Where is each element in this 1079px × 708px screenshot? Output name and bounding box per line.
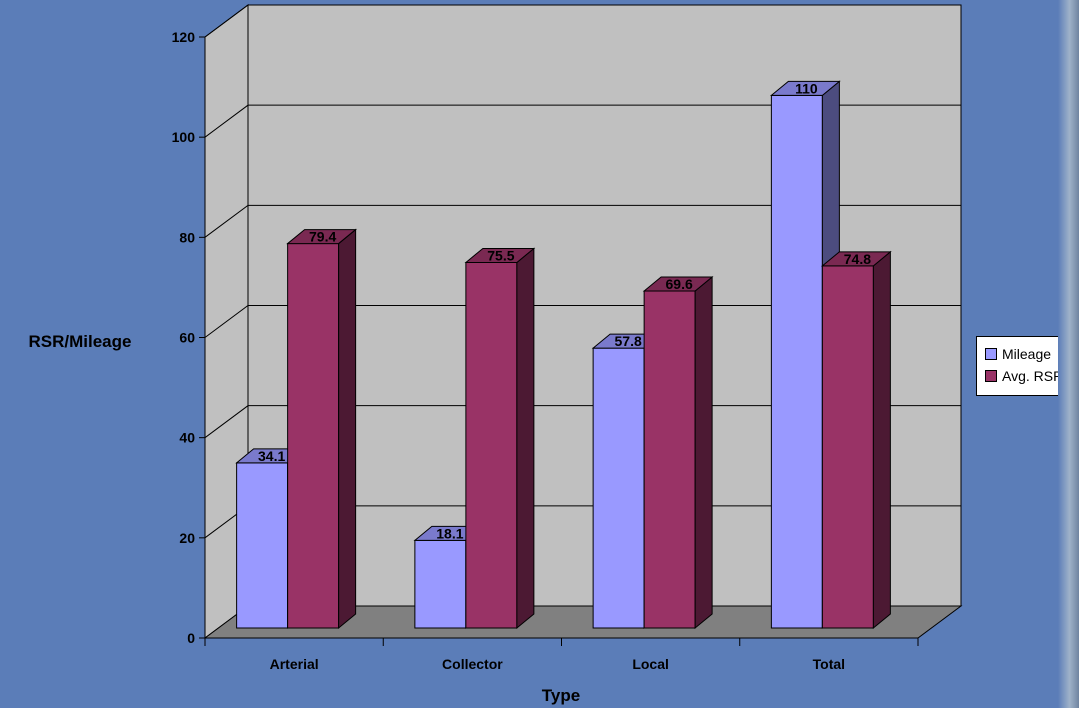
gridline xyxy=(204,4,961,38)
bar-top xyxy=(286,229,358,245)
bars xyxy=(235,80,892,630)
gridline xyxy=(204,204,961,238)
bar-top xyxy=(820,251,892,267)
data-label-mileage-collector: 18.1 xyxy=(436,525,463,541)
legend-item-mileage: Mileage xyxy=(985,343,1071,365)
bar-front xyxy=(236,462,289,629)
data-label-mileage-local: 57.8 xyxy=(615,333,642,349)
bar-avg-rsr-total xyxy=(820,250,892,630)
bar-top xyxy=(642,276,714,292)
bar-front xyxy=(592,347,645,629)
y-tick-label: 0 xyxy=(187,630,195,646)
y-tick-label: 100 xyxy=(172,129,196,145)
gridline xyxy=(204,305,961,338)
bar-side xyxy=(694,275,713,630)
legend-item-avg-rsr: Avg. RSR xyxy=(985,365,1071,387)
y-tick-label: 40 xyxy=(179,430,195,446)
x-axis-title: Type xyxy=(542,686,580,705)
y-axis-title: RSR/Mileage xyxy=(29,332,132,351)
legend-label-mileage: Mileage xyxy=(1002,346,1052,362)
data-labels: 34.1 79.4 18.1 75.5 57.8 69.6 110 74.8 xyxy=(258,80,871,541)
bar-front xyxy=(465,261,518,629)
bar-top xyxy=(769,80,841,96)
legend-label-avg-rsr: Avg. RSR xyxy=(1002,368,1064,384)
background-decoration xyxy=(1058,0,1079,708)
x-tick-label-total: Total xyxy=(813,656,845,672)
bar-front xyxy=(770,94,823,629)
bar-front xyxy=(643,290,696,629)
data-label-avg-rsr-arterial: 79.4 xyxy=(309,229,336,245)
axes: 0 20 40 60 80 100 120 Arterial Collector Local Tot… xyxy=(172,29,919,672)
y-tick-label: 20 xyxy=(179,530,195,546)
bar-avg-rsr-arterial xyxy=(286,228,358,630)
data-label-avg-rsr-local: 69.6 xyxy=(666,276,693,292)
data-label-avg-rsr-total: 74.8 xyxy=(844,251,871,267)
legend-swatch-avg-rsr xyxy=(985,370,997,382)
bar-avg-rsr-collector xyxy=(464,247,536,630)
bar-side xyxy=(516,247,535,630)
data-label-avg-rsr-collector: 75.5 xyxy=(487,247,514,263)
y-tick-label: 80 xyxy=(179,229,195,245)
bar-front xyxy=(414,539,467,629)
x-tick-label-arterial: Arterial xyxy=(270,656,319,672)
gridline xyxy=(204,405,961,439)
data-label-mileage-arterial: 34.1 xyxy=(258,448,285,464)
bar-side xyxy=(872,250,891,630)
gridline xyxy=(204,104,961,138)
y-tick-label: 120 xyxy=(172,29,196,45)
bar-front xyxy=(821,265,874,629)
x-tick-label-collector: Collector xyxy=(442,656,503,672)
bar-avg-rsr-local xyxy=(642,275,714,630)
bar-side xyxy=(338,228,357,630)
legend: Mileage Avg. RSR xyxy=(976,336,1072,396)
x-tick-label-local: Local xyxy=(632,656,669,672)
bar-top xyxy=(464,247,536,263)
bar-front xyxy=(287,243,340,629)
data-label-mileage-total: 110 xyxy=(795,80,818,96)
legend-swatch-mileage xyxy=(985,348,997,360)
y-tick-label: 60 xyxy=(179,330,195,346)
